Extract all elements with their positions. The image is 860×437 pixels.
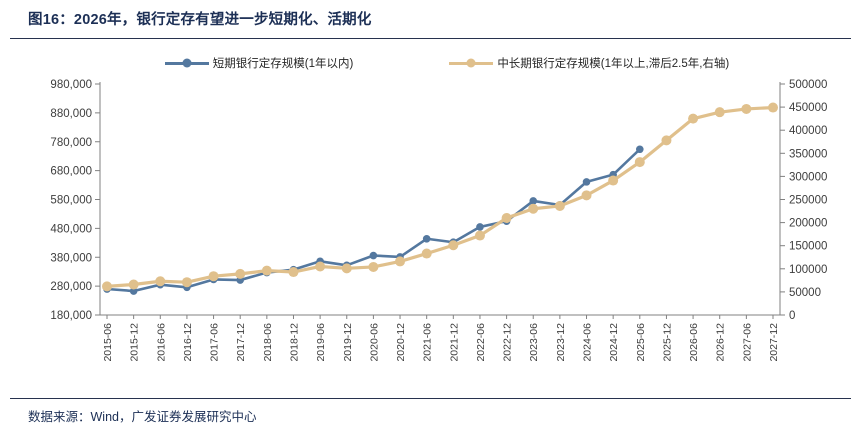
svg-text:380,000: 380,000: [50, 252, 92, 264]
long-series-line-marker-icon: [449, 58, 494, 68]
svg-text:580,000: 580,000: [50, 195, 92, 207]
svg-text:400000: 400000: [789, 125, 827, 137]
svg-text:780,000: 780,000: [50, 137, 92, 149]
svg-text:880,000: 880,000: [50, 108, 92, 120]
svg-text:480,000: 480,000: [50, 223, 92, 235]
svg-text:450000: 450000: [789, 102, 827, 114]
svg-text:300000: 300000: [789, 171, 827, 183]
svg-text:2026-06: 2026-06: [688, 323, 700, 362]
svg-text:2018-06: 2018-06: [262, 323, 274, 362]
svg-text:2017-06: 2017-06: [209, 323, 221, 362]
svg-text:2020-12: 2020-12: [395, 323, 407, 362]
svg-text:2016-06: 2016-06: [155, 323, 167, 362]
legend-label-long-term: 中长期银行定存规模(1年以上,滞后2.5年,右轴): [497, 58, 730, 70]
svg-text:2023-12: 2023-12: [555, 323, 567, 362]
chart-canvas: 180,000 280,000 380,000 480,000 580,000 680,0…: [50, 79, 827, 362]
svg-text:2019-12: 2019-12: [342, 323, 354, 362]
legend-label-short-term: 短期银行定存规模(1年以内): [212, 58, 354, 70]
svg-text:2018-12: 2018-12: [288, 323, 300, 362]
svg-text:2024-06: 2024-06: [582, 323, 594, 362]
footer-divider: [10, 398, 851, 399]
chart-legend: 短期银行定存规模(1年以内) 中长期银行定存规模(1年以上,滞后2.5年,右轴): [0, 55, 860, 71]
svg-text:2022-12: 2022-12: [502, 323, 514, 362]
svg-text:2021-12: 2021-12: [448, 323, 460, 362]
svg-text:200000: 200000: [789, 218, 827, 230]
svg-text:180,000: 180,000: [50, 310, 92, 322]
svg-text:2020-06: 2020-06: [368, 323, 380, 362]
svg-text:2016-12: 2016-12: [182, 323, 194, 362]
data-source-note: 数据来源：Wind，广发证券发展研究中心: [28, 410, 257, 424]
svg-text:2024-12: 2024-12: [608, 323, 620, 362]
legend-item-long-term: 中长期银行定存规模(1年以上,滞后2.5年,右轴): [449, 55, 729, 71]
svg-text:350000: 350000: [789, 148, 827, 160]
legend-item-short-term: 短期银行定存规模(1年以内): [164, 55, 354, 71]
svg-text:2027-06: 2027-06: [741, 323, 753, 362]
svg-text:680,000: 680,000: [50, 166, 92, 178]
svg-text:50000: 50000: [789, 287, 821, 299]
svg-text:250000: 250000: [789, 195, 827, 207]
chart-title: 图16：2026年，银行定存有望进一步短期化、活期化: [28, 12, 372, 28]
svg-text:500000: 500000: [789, 79, 827, 91]
svg-text:150000: 150000: [789, 241, 827, 253]
svg-text:2026-12: 2026-12: [715, 323, 727, 362]
svg-text:980,000: 980,000: [50, 79, 92, 91]
svg-text:2021-06: 2021-06: [422, 323, 434, 362]
title-divider: [10, 38, 851, 39]
svg-text:280,000: 280,000: [50, 281, 92, 293]
svg-text:2025-12: 2025-12: [661, 323, 673, 362]
svg-text:2017-12: 2017-12: [235, 323, 247, 362]
svg-text:2025-06: 2025-06: [635, 323, 647, 362]
svg-text:0: 0: [789, 310, 795, 322]
svg-text:2015-06: 2015-06: [102, 323, 114, 362]
svg-text:2015-12: 2015-12: [129, 323, 141, 362]
svg-text:2022-06: 2022-06: [475, 323, 487, 362]
svg-text:2023-06: 2023-06: [528, 323, 540, 362]
svg-text:2019-06: 2019-06: [315, 323, 327, 362]
short-series-line-marker-icon: [164, 58, 209, 68]
svg-text:2027-12: 2027-12: [768, 323, 780, 362]
svg-text:100000: 100000: [789, 264, 827, 276]
